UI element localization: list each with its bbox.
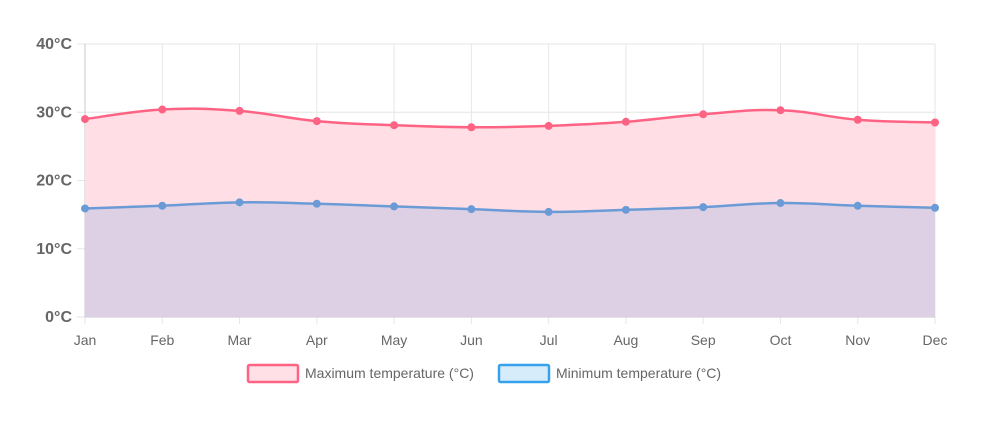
x-tick-label: Oct (770, 332, 792, 348)
x-tick-label: Dec (923, 332, 948, 348)
data-point (81, 204, 89, 213)
y-tick-label: 20°C (36, 173, 72, 190)
y-tick-label: 10°C (36, 241, 72, 258)
data-point (853, 115, 862, 124)
legend: Maximum temperature (°C) Minimum tempera… (246, 363, 721, 384)
y-axis-ticks: 0°C 10°C 20°C 30°C 40°C (36, 36, 72, 326)
series-points (81, 105, 939, 216)
data-point (81, 115, 89, 124)
legend-swatch-max[interactable] (246, 363, 300, 384)
x-tick-label: May (381, 332, 407, 348)
x-tick-label: Apr (306, 332, 328, 348)
data-point (312, 117, 321, 126)
data-point (776, 199, 785, 208)
y-tick-label: 30°C (36, 104, 72, 121)
data-point (699, 110, 708, 119)
y-tick-label: 0°C (45, 309, 72, 326)
data-point (235, 198, 244, 207)
x-axis-ticks: Jan Feb Mar Apr May Jun Jul Aug Sep Oct Nov Dec (74, 332, 948, 348)
data-point (390, 121, 399, 130)
series-line-0 (84, 107, 936, 129)
data-point (621, 205, 630, 214)
area-fills (85, 108, 935, 317)
data-point (467, 123, 476, 132)
x-tick-label: Aug (613, 332, 638, 348)
data-point (467, 205, 476, 214)
data-point (158, 201, 167, 210)
data-point (853, 201, 862, 210)
data-point (931, 203, 939, 212)
x-tick-label: Sep (691, 332, 716, 348)
data-point (931, 118, 939, 127)
x-tick-label: Feb (150, 332, 174, 348)
data-point (235, 106, 244, 115)
x-tick-label: Nov (845, 332, 870, 348)
series-lines (84, 107, 936, 214)
x-tick-label: Jan (74, 332, 97, 348)
data-point (699, 203, 708, 212)
legend-swatch-min[interactable] (497, 363, 551, 384)
data-point (390, 202, 399, 211)
x-tick-label: Jun (460, 332, 483, 348)
x-tick-label: Mar (227, 332, 251, 348)
data-point (621, 117, 630, 126)
legend-label-max[interactable]: Maximum temperature (°C) (305, 365, 474, 381)
data-point (158, 105, 167, 114)
data-point (776, 106, 785, 115)
series-line-1 (84, 201, 936, 214)
data-point (312, 199, 321, 208)
y-tick-label: 40°C (36, 36, 72, 53)
data-point (544, 121, 553, 130)
legend-label-min[interactable]: Minimum temperature (°C) (556, 365, 721, 381)
area-fill-1 (85, 202, 935, 317)
data-point (544, 207, 553, 216)
x-tick-label: Jul (540, 332, 558, 348)
